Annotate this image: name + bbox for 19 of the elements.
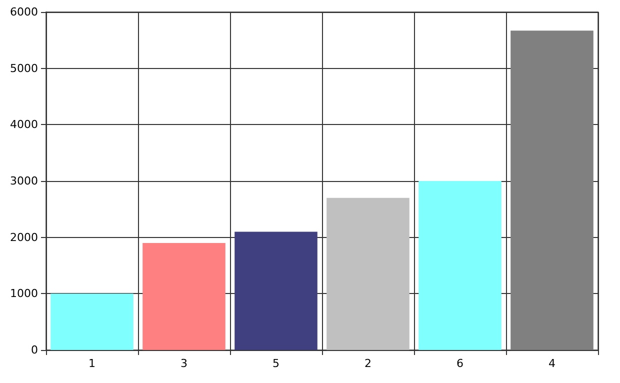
bar [510,30,594,350]
y-tick-label: 1000 [10,287,38,300]
bar [234,232,318,350]
bar [142,242,226,350]
bar [326,198,410,350]
bar [418,181,502,350]
x-tick-label: 2 [364,357,372,370]
x-tick-label: 5 [272,357,280,370]
bar [50,294,134,350]
y-tick-label: 3000 [10,174,38,188]
y-tick-label: 4000 [10,118,38,132]
x-tick-label: 4 [548,357,556,370]
y-tick-label: 0 [31,344,38,356]
y-tick-label: 5000 [10,62,38,75]
x-tick-label: 6 [456,357,464,370]
y-tick-label: 6000 [10,6,38,18]
x-tick-label: 1 [88,357,96,370]
y-tick-label: 2000 [10,230,38,244]
x-tick-label: 3 [180,357,188,370]
